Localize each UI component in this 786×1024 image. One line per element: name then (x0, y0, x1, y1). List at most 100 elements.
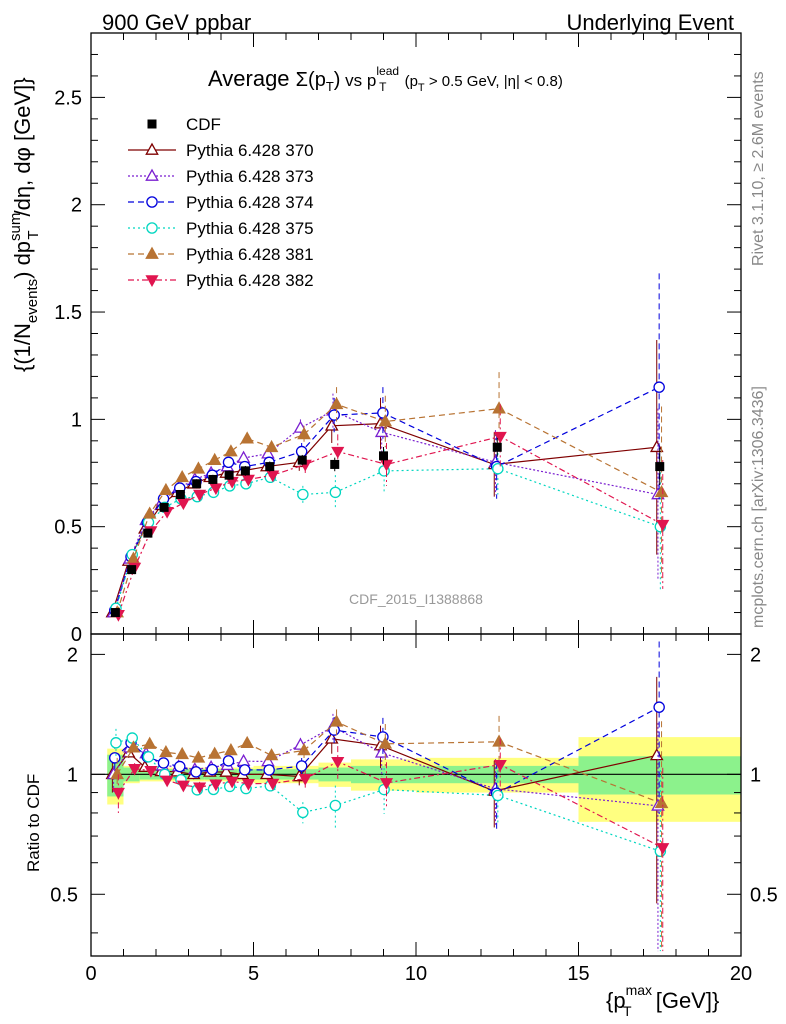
marker (493, 759, 507, 772)
marker (264, 748, 279, 761)
marker (266, 778, 280, 791)
marker (157, 757, 170, 769)
x-axis-label: {pmax T [GeV]} (606, 982, 719, 1019)
legend-entry: Pythia 6.428 374 (128, 193, 314, 212)
marker (298, 773, 312, 786)
marker (222, 755, 235, 767)
marker (297, 743, 311, 756)
marker (492, 401, 506, 414)
marker (146, 196, 158, 208)
marker (379, 451, 388, 461)
marker (378, 414, 393, 427)
marker (207, 452, 222, 465)
legend-label: Pythia 6.428 375 (186, 219, 314, 238)
marker (328, 409, 340, 421)
y-tick-label: 2.5 (54, 87, 82, 109)
marker (324, 418, 339, 431)
marker (159, 482, 173, 496)
watermark: CDF_2015_I1388868 (349, 591, 483, 607)
marker (207, 746, 222, 759)
marker (239, 764, 251, 776)
marker (145, 142, 159, 155)
legend-label: Pythia 6.428 381 (186, 245, 314, 264)
marker (656, 519, 670, 532)
marker (295, 445, 308, 458)
ratio-panel-series (105, 641, 670, 952)
marker (111, 787, 125, 800)
marker (654, 795, 669, 809)
marker (493, 431, 507, 444)
y-tick-label: 1.5 (54, 302, 82, 324)
ratio-y-tick-label-right: 1 (750, 764, 761, 786)
marker (297, 488, 309, 501)
marker (329, 714, 344, 727)
mcplots-label: mcplots.cern.ch [arXiv:1306.3436] (750, 386, 767, 628)
marker (492, 462, 504, 475)
header-left: 900 GeV ppbar (102, 10, 251, 35)
marker (142, 506, 157, 519)
marker (126, 732, 138, 744)
y-tick-label: 0 (71, 624, 82, 646)
ratio-series-line (115, 737, 661, 852)
series-pythia-6.428-382 (111, 404, 670, 622)
marker (192, 479, 202, 489)
marker (222, 456, 235, 469)
ratio-y-tick-label: 1 (67, 764, 78, 786)
y-tick-label: 1 (71, 409, 82, 431)
marker (329, 486, 342, 499)
ratio-uncertainty-bands (91, 737, 741, 822)
ratio-y-tick-label: 0.5 (50, 884, 78, 906)
legend-entry: Pythia 6.428 375 (128, 219, 314, 238)
marker (175, 489, 185, 499)
chart-title: Average Σ(pT) vs plead T (pT > 0.5 GeV, |… (208, 64, 563, 94)
marker (190, 766, 202, 778)
marker (295, 760, 308, 772)
marker (159, 744, 173, 758)
series-pythia-6.428-370 (105, 339, 664, 618)
marker (219, 764, 233, 777)
series-line (115, 468, 661, 609)
ratio-y-tick-label-right: 2 (750, 644, 761, 666)
marker (654, 485, 669, 498)
legend-label: Pythia 6.428 373 (186, 167, 314, 186)
marker (193, 489, 207, 502)
legend-entry: Pythia 6.428 373 (128, 167, 314, 186)
y-tick-label: 0.5 (54, 517, 82, 539)
legend-entry: Pythia 6.428 382 (128, 271, 314, 290)
ratio-y-axis-label: Ratio to CDF (24, 774, 43, 872)
marker (110, 608, 120, 618)
marker (265, 462, 275, 472)
marker (492, 789, 504, 802)
series-layer (105, 273, 670, 952)
marker (160, 775, 174, 788)
ratio-series-pythia-6.428-382 (111, 738, 670, 952)
marker (128, 763, 142, 776)
marker (225, 776, 239, 789)
main-panel-series (105, 273, 670, 622)
x-tick-label: 20 (730, 963, 752, 985)
legend-entry: CDF (147, 115, 221, 134)
y-axis-label: {(1/Nevents) dpsumT/dη, dφ [GeV]} (7, 77, 42, 372)
marker (109, 752, 121, 764)
marker (175, 469, 189, 483)
marker (193, 782, 207, 795)
marker (145, 168, 159, 181)
marker (653, 701, 665, 713)
marker (236, 450, 251, 463)
marker (240, 431, 254, 444)
marker (146, 222, 158, 234)
legend-entry: Pythia 6.428 381 (128, 245, 314, 264)
x-tick-label: 10 (405, 963, 427, 985)
marker (331, 756, 345, 769)
y-tick-label: 2 (71, 195, 82, 217)
legend-label: CDF (186, 115, 221, 134)
marker (224, 444, 238, 457)
marker (174, 760, 186, 773)
marker (147, 119, 157, 129)
marker (374, 745, 389, 758)
marker (656, 843, 670, 855)
ratio-y-tick-label-right: 0.5 (750, 884, 778, 906)
marker (208, 474, 218, 484)
series-line (116, 403, 662, 613)
legend-label: Pythia 6.428 370 (186, 141, 314, 160)
